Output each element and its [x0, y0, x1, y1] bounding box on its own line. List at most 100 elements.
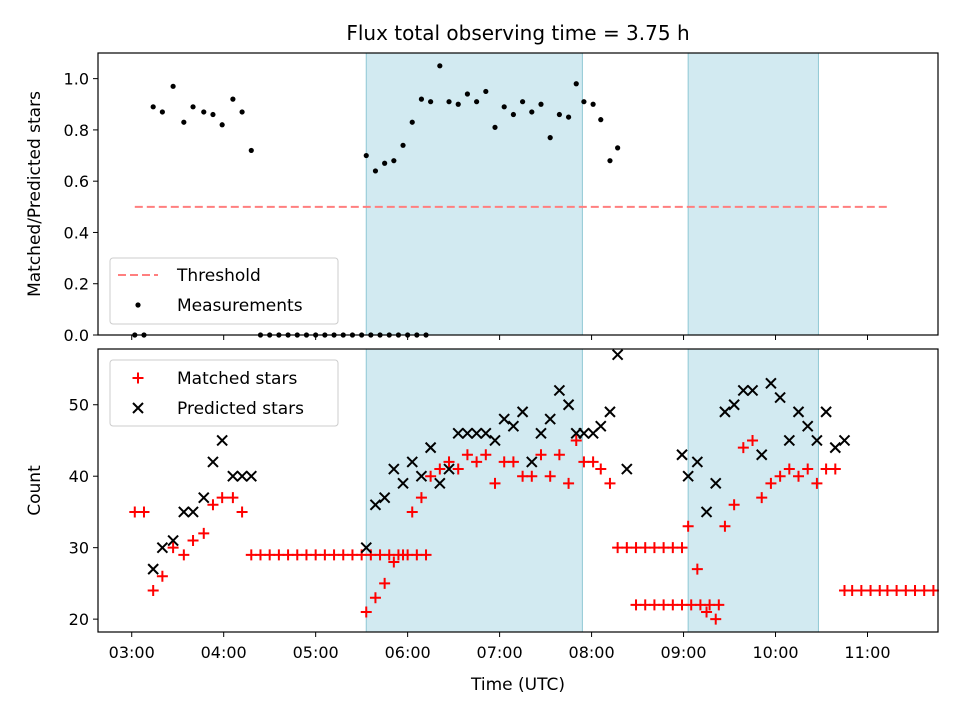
- matched-star-marker: [264, 549, 276, 561]
- axes-frame: [97, 52, 939, 336]
- y-tick-label: 0.8: [64, 121, 89, 140]
- y-tick-label: 1.0: [64, 70, 89, 89]
- measurement-point: [573, 81, 579, 87]
- matched-star-marker: [710, 613, 722, 625]
- predicted-star-marker: [434, 477, 446, 490]
- predicted-star-marker: [516, 406, 529, 418]
- measurement-point: [391, 158, 397, 164]
- predicted-star-marker: [236, 470, 248, 482]
- matched-star-marker: [704, 599, 716, 611]
- observing-window-shade: [687, 52, 819, 336]
- measurement-point: [409, 119, 415, 125]
- y-tick-label: 0.0: [64, 326, 89, 345]
- matched-star-marker: [737, 442, 749, 454]
- matched-star-marker: [694, 599, 706, 611]
- top-panel: 0.0 0.2 0.4 0.6 0.8 1.0 Matched/Predicted star…: [25, 52, 939, 345]
- measurement-point: [428, 99, 434, 105]
- x-tick-label: 08:00: [569, 643, 615, 662]
- matched-star-marker: [498, 456, 510, 468]
- measurement-point: [190, 104, 196, 110]
- matched-star-marker: [820, 463, 832, 475]
- matched-star-marker: [639, 599, 651, 611]
- measurement-point: [230, 96, 236, 102]
- matched-star-marker: [639, 542, 651, 554]
- predicted-star-marker: [820, 406, 832, 418]
- matched-star-marker: [383, 549, 395, 561]
- measurement-point: [159, 109, 165, 115]
- legend-matched-label: Matched stars: [177, 369, 297, 389]
- matched-star-marker: [471, 456, 483, 468]
- matched-star-marker: [227, 492, 239, 504]
- matched-star-marker: [881, 585, 893, 597]
- matched-star-marker: [346, 549, 358, 561]
- matched-star-marker: [701, 606, 713, 618]
- predicted-star-marker: [187, 506, 199, 518]
- matched-star-marker: [829, 463, 841, 475]
- x-tick-label: 05:00: [293, 643, 339, 662]
- matched-star-marker: [891, 585, 903, 597]
- predicted-star-marker: [207, 456, 219, 468]
- matched-star-marker: [337, 549, 349, 561]
- predicted-star-marker: [792, 406, 805, 418]
- predicted-star-marker: [719, 406, 731, 418]
- y-tick-label: 0.6: [64, 172, 89, 191]
- predicted-star-marker: [621, 463, 633, 475]
- legend-measurements-label: Measurements: [177, 296, 303, 316]
- legend-box: [109, 359, 339, 427]
- predicted-star-marker: [216, 434, 228, 447]
- matched-star-marker: [480, 449, 492, 461]
- matched-star-marker: [747, 434, 759, 446]
- chart-title: Flux total observing time = 3.75 h: [346, 21, 689, 45]
- measurement-point: [598, 117, 604, 123]
- predicted-star-marker: [470, 427, 483, 440]
- measurement-point: [210, 111, 216, 118]
- matched-star-marker: [415, 492, 427, 504]
- matched-star-marker: [855, 585, 867, 597]
- matched-star-marker: [685, 599, 697, 611]
- measurement-point: [239, 109, 245, 115]
- matched-star-marker: [300, 549, 312, 561]
- y-tick-label: 40: [69, 467, 89, 486]
- matched-star-marker: [658, 542, 670, 554]
- matched-star-marker: [319, 549, 331, 561]
- matched-star-marker: [604, 477, 616, 489]
- y-tick-label: 50: [69, 396, 89, 415]
- measurement-point: [446, 99, 452, 105]
- measurement-point: [529, 109, 535, 115]
- matched-star-marker: [282, 549, 294, 561]
- predicted-star-marker: [452, 427, 464, 440]
- matched-star-marker: [630, 599, 642, 611]
- y-tick-label: 20: [69, 610, 89, 629]
- predicted-star-marker: [611, 349, 624, 361]
- predicted-star-marker: [562, 399, 575, 411]
- measurement-point: [590, 101, 596, 107]
- legend-predicted-swatch: [132, 402, 144, 414]
- y-tick-label: 0.2: [64, 275, 89, 294]
- matched-star-marker: [526, 470, 538, 482]
- matched-star-marker: [676, 599, 688, 611]
- matched-star-marker: [667, 599, 679, 611]
- predicted-star-marker: [535, 427, 547, 440]
- predicted-star-marker: [553, 384, 566, 397]
- matched-star-marker: [553, 449, 565, 461]
- matched-star-marker: [360, 606, 372, 618]
- legend-matched-swatch: [132, 372, 144, 384]
- predicted-star-marker: [397, 477, 409, 490]
- measurement-point: [170, 83, 176, 89]
- measurement-point: [150, 104, 156, 110]
- matched-star-marker: [254, 549, 266, 561]
- matched-star-marker: [918, 585, 930, 597]
- matched-star-marker: [129, 506, 141, 518]
- matched-star-marker: [216, 492, 228, 504]
- predicted-star-marker: [691, 456, 704, 468]
- predicted-star-marker: [227, 470, 239, 482]
- legend-bottom: Matched stars Predicted stars: [109, 359, 339, 427]
- x-tick-label: 06:00: [385, 643, 431, 662]
- matched-star-marker: [178, 549, 190, 561]
- predicted-star-marker: [480, 427, 492, 440]
- measurement-point: [400, 142, 406, 148]
- measurement-point: [382, 160, 388, 166]
- measurement-point: [519, 99, 526, 105]
- matched-star-marker: [691, 563, 703, 575]
- measurement-point: [492, 124, 498, 130]
